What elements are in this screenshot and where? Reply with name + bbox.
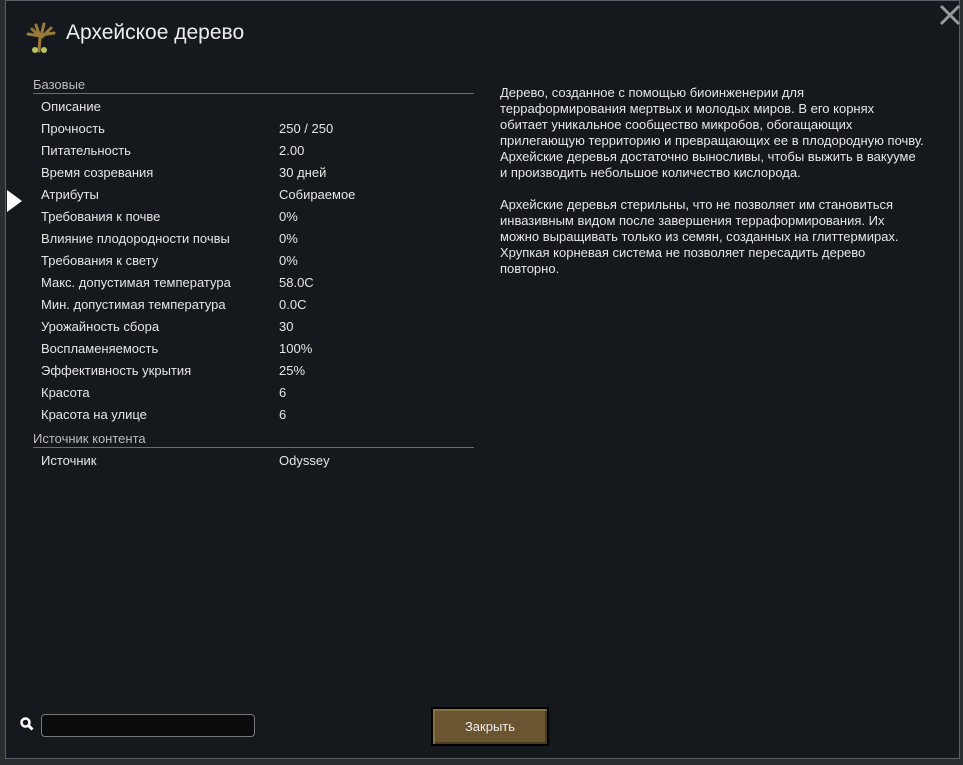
stat-value: 0%: [279, 209, 298, 224]
stat-value: Odyssey: [279, 453, 330, 468]
section-header: Источник контента: [33, 431, 474, 448]
stat-row[interactable]: Урожайность сбора 30: [41, 319, 471, 341]
stat-label: Требования к почве: [41, 209, 161, 224]
stat-row[interactable]: Требования к почве 0%: [41, 209, 471, 231]
description-text: Дерево, созданное с помощью биоинженерии…: [500, 85, 924, 276]
close-icon[interactable]: [938, 4, 962, 26]
stat-label: Красота: [41, 385, 90, 400]
stat-value: 100%: [279, 341, 313, 356]
info-dialog: Архейское дерево Базовые Описание Прочност…: [5, 0, 962, 759]
stat-value: 6: [279, 385, 287, 400]
stat-label: Требования к свету: [41, 253, 159, 268]
stat-value: Собираемое: [279, 187, 356, 202]
archotree-icon: [26, 22, 56, 53]
stat-label: Источник: [41, 453, 97, 468]
stat-label: Макс. допустимая температура: [41, 275, 231, 290]
stat-row[interactable]: Описание: [41, 99, 471, 121]
stat-row[interactable]: Воспламеняемость 100%: [41, 341, 471, 363]
stat-row[interactable]: Красота 6: [41, 385, 471, 407]
stat-value: 0%: [279, 253, 298, 268]
stat-label: Урожайность сбора: [41, 319, 160, 334]
stat-row[interactable]: Питательность 2.00: [41, 143, 471, 165]
stat-row[interactable]: Эффективность укрытия 25%: [41, 363, 471, 385]
close-button[interactable]: Закрыть: [431, 707, 549, 746]
stat-label: Время созревания: [41, 165, 154, 180]
stat-row[interactable]: Источник Odyssey: [41, 453, 471, 475]
search-input[interactable]: [41, 714, 255, 737]
stat-label: Красота на улице: [41, 407, 147, 422]
dialog-title: Архейское дерево: [66, 21, 245, 44]
stat-label: Мин. допустимая температура: [41, 297, 226, 312]
stat-value: 25%: [279, 363, 306, 378]
stat-value: 0%: [279, 231, 298, 246]
stat-label: Питательность: [41, 143, 131, 158]
search-icon: [20, 717, 34, 736]
stat-value: 0.0C: [279, 297, 307, 312]
stat-row[interactable]: Влияние плодородности почвы 0%: [41, 231, 471, 253]
stat-row[interactable]: Атрибуты Собираемое: [41, 187, 471, 209]
stat-label: Описание: [41, 99, 101, 114]
section-header: Базовые: [33, 77, 474, 94]
stat-row[interactable]: Макс. допустимая температура 58.0C: [41, 275, 471, 297]
stat-row[interactable]: Время созревания 30 дней: [41, 165, 471, 187]
stat-value: 30 дней: [279, 165, 327, 180]
stat-label: Воспламеняемость: [41, 341, 159, 356]
stat-value: 2.00: [279, 143, 305, 158]
stat-row[interactable]: Мин. допустимая температура 0.0C: [41, 297, 471, 319]
stat-label: Атрибуты: [41, 187, 99, 202]
stat-label: Эффективность укрытия: [41, 363, 192, 378]
stat-row[interactable]: Требования к свету 0%: [41, 253, 471, 275]
stat-label: Прочность: [41, 121, 105, 136]
selection-pointer-icon: [7, 190, 22, 212]
stat-label: Влияние плодородности почвы: [41, 231, 230, 246]
stat-value: 30: [279, 319, 294, 334]
stat-row[interactable]: Прочность 250 / 250: [41, 121, 471, 143]
stat-value: 250 / 250: [279, 121, 334, 136]
stat-row[interactable]: Красота на улице 6: [41, 407, 471, 429]
stat-value: 58.0C: [279, 275, 314, 290]
stat-value: 6: [279, 407, 287, 422]
